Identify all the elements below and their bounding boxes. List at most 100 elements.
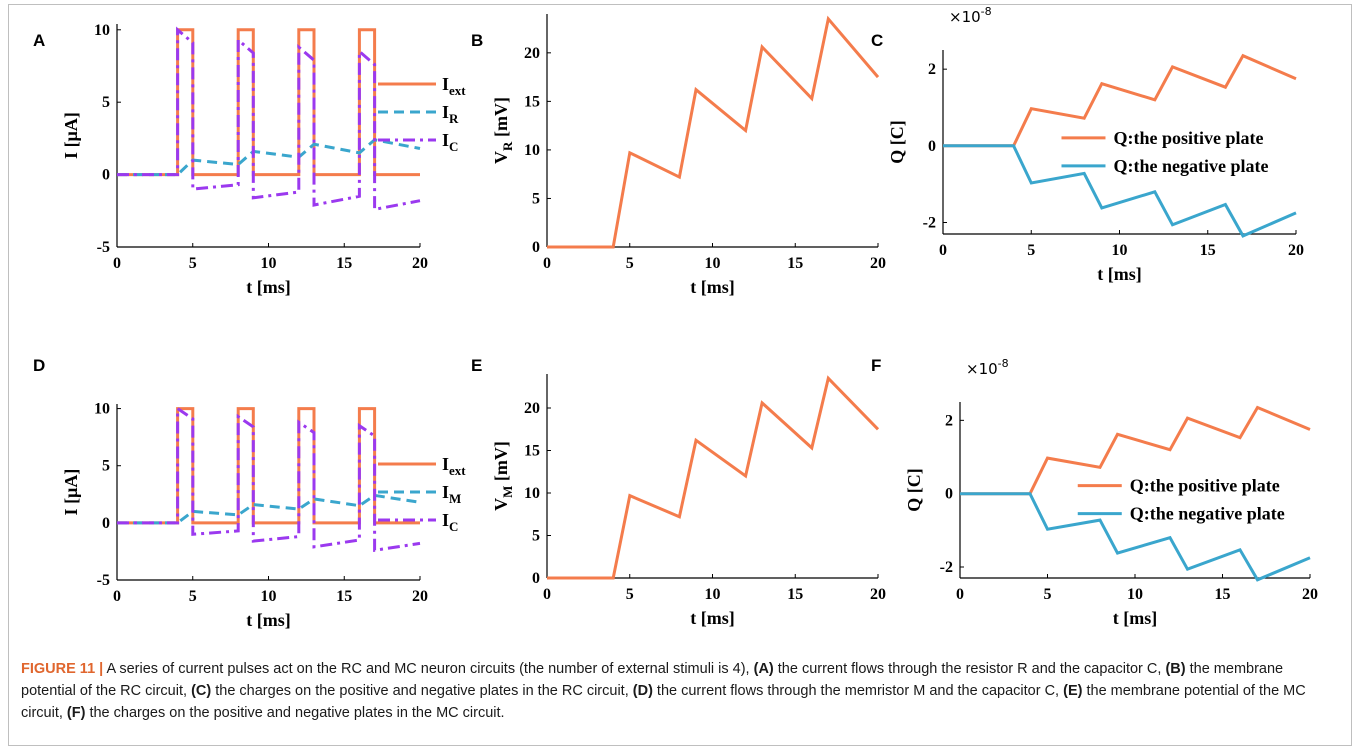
x-tick-label: 20 <box>1288 242 1304 259</box>
caption-figure-label: FIGURE 11 | <box>21 661 104 677</box>
y-tick-label: 0 <box>945 486 953 503</box>
legend-label: IM <box>442 482 461 506</box>
x-tick-label: 0 <box>543 255 551 272</box>
legend-label: Iext <box>442 454 466 478</box>
x-axis-label: t [ms] <box>1113 608 1157 628</box>
legend-label: Q:the positive plate <box>1130 476 1280 496</box>
y-tick-label: 10 <box>94 22 110 39</box>
caption-panel-ref: (E) <box>1063 683 1083 699</box>
y-tick-label: -5 <box>97 572 110 589</box>
y-tick-label: -5 <box>97 239 110 256</box>
series-line-q-the-positive-plate <box>943 53 1297 148</box>
y-tick-label: 0 <box>532 239 540 256</box>
panel-e: E 0 5 10 15 20 0 5 10 15 20 t [ms] VM [mV] <box>471 356 886 628</box>
y-tick-label: 0 <box>928 138 936 155</box>
x-tick-label: 0 <box>543 586 551 603</box>
x-tick-label: 10 <box>1127 586 1143 603</box>
y-tick-label: 5 <box>532 190 540 207</box>
caption-text: the membrane potential of the MC circuit… <box>21 683 1306 721</box>
figure-caption: FIGURE 11 | A series of current pulses a… <box>21 658 1341 724</box>
series-line-ic <box>117 405 421 553</box>
y-tick-label: 2 <box>945 412 953 429</box>
x-tick-label: 10 <box>705 586 721 603</box>
series-line-q-the-negative-plate <box>943 144 1297 238</box>
legend-label: Iext <box>442 74 466 98</box>
legend-label: Q:the negative plate <box>1130 504 1285 524</box>
y-tick-label: -2 <box>923 215 936 232</box>
series-line-iext <box>117 407 420 525</box>
x-tick-label: 15 <box>1215 586 1231 603</box>
y-tick-label: 10 <box>524 142 540 159</box>
figure-frame <box>8 4 1352 746</box>
x-axis-label: t [ms] <box>246 277 290 297</box>
x-tick-label: 20 <box>412 255 428 272</box>
x-tick-label: 20 <box>870 586 886 603</box>
x-tick-label: 5 <box>189 255 197 272</box>
series-line-voltage <box>547 375 880 580</box>
x-tick-label: 5 <box>1027 242 1035 259</box>
x-tick-label: 15 <box>1200 242 1216 259</box>
legend-label: IC <box>442 510 458 534</box>
panel-label: E <box>471 356 482 375</box>
x-tick-label: 5 <box>1044 586 1052 603</box>
caption-panel-ref: (B) <box>1165 661 1186 677</box>
panel-label: A <box>33 31 45 50</box>
caption-text: the current flows through the resistor R… <box>773 661 1166 677</box>
y-axis-label: I [µA] <box>61 112 81 159</box>
y-axis-label: VM [mV] <box>491 441 515 511</box>
series-line-q-the-positive-plate <box>960 405 1311 496</box>
series-line-voltage <box>547 15 880 249</box>
x-axis-label: t [ms] <box>690 608 734 628</box>
y-tick-label: 10 <box>94 401 110 418</box>
x-tick-label: 10 <box>705 255 721 272</box>
y-tick-label: 5 <box>102 458 110 475</box>
caption-text: the charges on the positive and negative… <box>211 683 633 699</box>
x-tick-label: 10 <box>1112 242 1128 259</box>
x-axis-label: t [ms] <box>690 277 734 297</box>
panel-label: D <box>33 356 45 375</box>
y-axis-label: Q [C] <box>887 120 907 164</box>
caption-text: the charges on the positive and negative… <box>85 705 505 721</box>
exponent-label: ×10-8 <box>966 357 1009 378</box>
panel-label: F <box>871 356 881 375</box>
panel-b: B 0 5 10 15 20 0 5 10 15 20 t [ms] VR [mV] <box>471 14 886 297</box>
x-axis-label: t [ms] <box>1097 264 1141 284</box>
y-tick-label: 10 <box>524 485 540 502</box>
x-tick-label: 0 <box>113 255 121 272</box>
y-axis-label: I [µA] <box>61 469 81 516</box>
y-tick-label: 0 <box>102 515 110 532</box>
y-tick-label: 2 <box>928 61 936 78</box>
x-tick-label: 15 <box>787 255 803 272</box>
caption-panel-ref: (C) <box>191 683 212 699</box>
caption-text: the current flows through the memristor … <box>652 683 1064 699</box>
x-tick-label: 15 <box>336 255 352 272</box>
caption-panel-ref: (D) <box>632 683 653 699</box>
y-tick-label: 5 <box>532 528 540 545</box>
x-axis-label: t [ms] <box>246 610 290 630</box>
x-tick-label: 10 <box>261 255 277 272</box>
x-tick-label: 15 <box>336 588 352 605</box>
series-line-iext <box>117 28 420 177</box>
series-line-ic <box>117 26 421 212</box>
legend-label: IR <box>442 102 459 126</box>
caption-text: A series of current pulses act on the RC… <box>106 661 754 677</box>
caption-text: the membrane potential of the RC circuit… <box>21 661 1284 699</box>
caption-panel-ref: (F) <box>66 705 86 721</box>
x-tick-label: 20 <box>870 255 886 272</box>
x-tick-label: 5 <box>626 586 634 603</box>
x-tick-label: 20 <box>1302 586 1318 603</box>
y-axis-label: Q [C] <box>904 468 924 512</box>
y-tick-label: 20 <box>524 400 540 417</box>
caption-body: A series of current pulses act on the RC… <box>21 661 1306 721</box>
x-tick-label: 10 <box>261 588 277 605</box>
x-tick-label: 5 <box>626 255 634 272</box>
x-tick-label: 5 <box>189 588 197 605</box>
exponent-label: ×10-8 <box>949 5 992 26</box>
series-line-im <box>117 493 421 525</box>
y-axis-label: VR [mV] <box>491 97 515 164</box>
caption-panel-ref: (A) <box>753 661 774 677</box>
